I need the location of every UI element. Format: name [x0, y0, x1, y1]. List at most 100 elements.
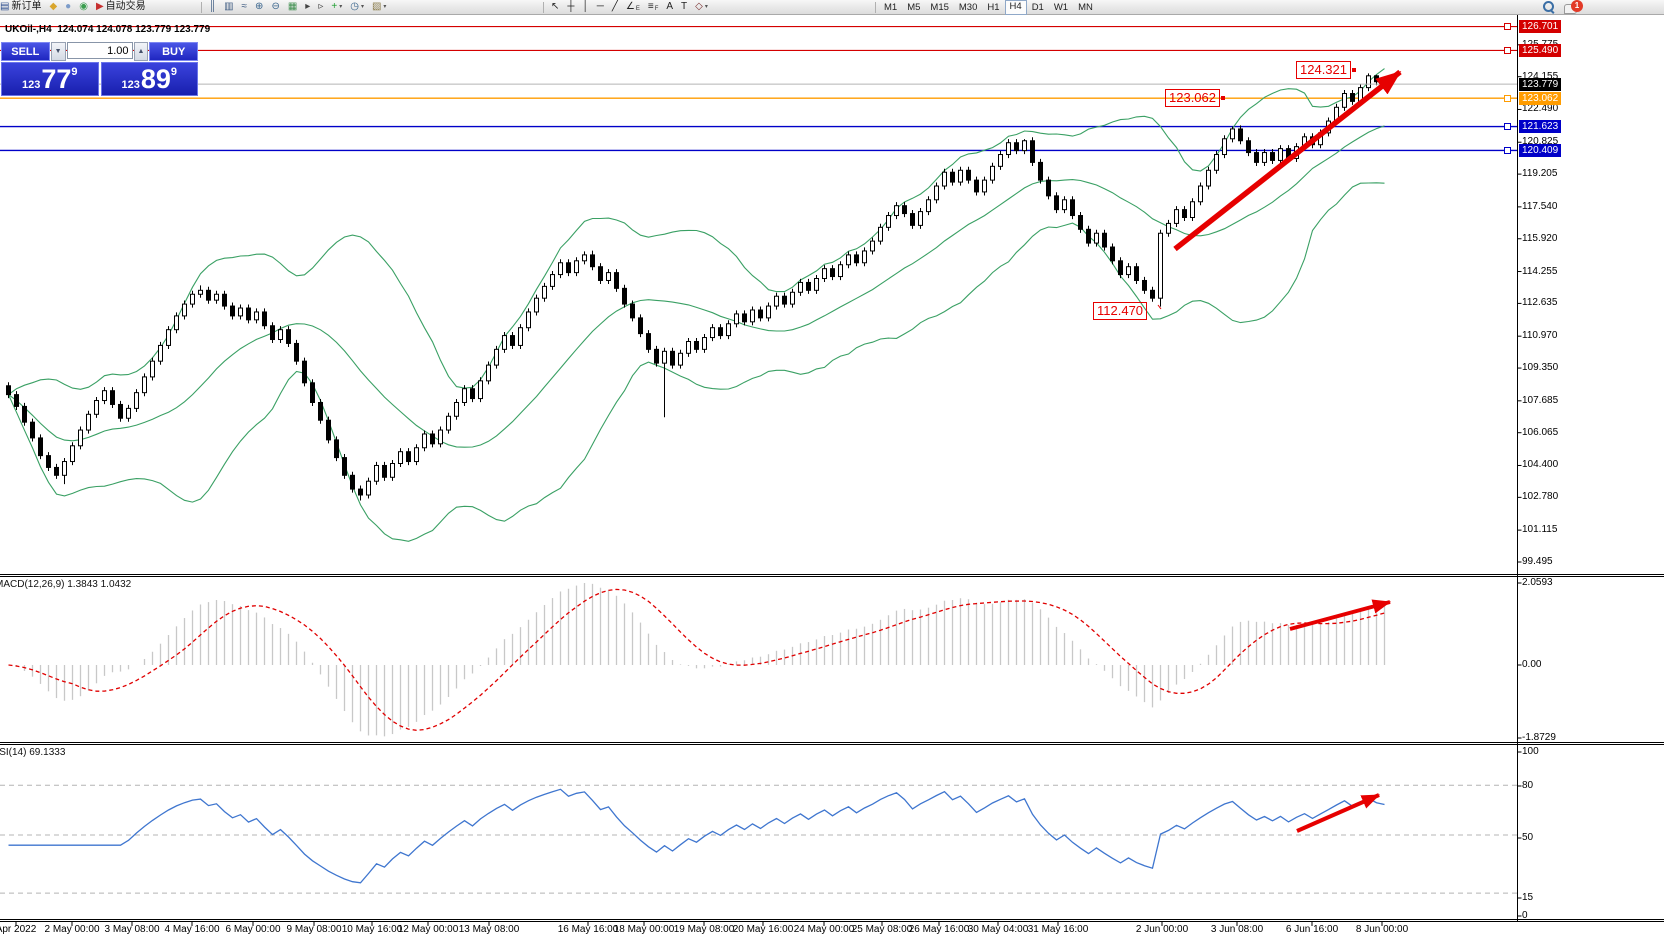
candles-chart-icon: ▥ [224, 1, 234, 12]
tile-windows-icon: ▦ [287, 1, 298, 12]
text-icon[interactable]: A [662, 0, 677, 14]
new-order-button: ▤ [0, 1, 10, 12]
new-order-button-label: 新订单 [11, 1, 42, 12]
chart-shift-icon[interactable]: ▹ [314, 0, 327, 14]
arrows-icon-dropdown[interactable]: ▾ [704, 4, 708, 10]
timeframe-button-MN[interactable]: MN [1078, 1, 1093, 13]
indicators-icon-dropdown[interactable]: ▾ [339, 4, 343, 10]
toolbar: ▤ 新订单 ◆ ● ◉ ▶ 自动交易 ║ ▥ ≈ ⊕ ⊖ ▦ ▸ ▹ + ▾ ◷ ▾ ▧ ▾ ↖ ┼ │ ─ ╱ ∠ E ≡ F A T ◇ ▾ M… [0, 0, 1664, 15]
indicators-icon[interactable]: + ▾ [327, 0, 346, 14]
chart-title: UKOil-,H4 124.074 124.078 123.779 123.77… [5, 24, 211, 35]
line-chart-icon: ≈ [241, 1, 248, 12]
charts-icon[interactable]: ◆ [45, 0, 61, 14]
horizontal-line-icon[interactable]: ─ [593, 0, 608, 14]
chart-shift-icon: ▹ [318, 1, 324, 12]
periods-icon-dropdown[interactable]: ▾ [360, 4, 364, 10]
periods-icon: ◷ [350, 1, 359, 12]
templates-icon-dropdown[interactable]: ▾ [383, 4, 387, 10]
crosshair-icon[interactable]: ┼ [563, 0, 578, 14]
magnifier-handle [1549, 9, 1555, 14]
ask-integer: 123 [121, 79, 140, 91]
bars-chart-icon[interactable]: ║ [205, 0, 220, 14]
crosshair-icon: ┼ [567, 1, 575, 12]
text-icon: A [666, 1, 674, 12]
equidistant-channel-icon[interactable]: ∠ E [622, 0, 644, 14]
sell-price-box[interactable]: 123 77 9 [1, 62, 99, 96]
timeframe-button-D1[interactable]: D1 [1031, 1, 1044, 13]
cursor-icon: ↖ [551, 1, 560, 12]
sell-button[interactable]: SELL [1, 42, 50, 61]
zoom-out-icon: ⊖ [271, 1, 280, 12]
vertical-line-icon[interactable]: │ [578, 0, 592, 14]
timeframe-button-M1[interactable]: M1 [884, 1, 898, 13]
notification-badge: 1 [1571, 0, 1583, 12]
line-chart-icon[interactable]: ≈ [238, 0, 252, 14]
toolbar-separator [875, 1, 876, 13]
buy-price-box[interactable]: 123 89 9 [100, 62, 198, 96]
search-icon[interactable] [1543, 1, 1555, 14]
horizontal-line-icon: ─ [596, 1, 604, 12]
notification-icon[interactable]: 1 [1564, 0, 1584, 14]
indicators-icon: + [331, 1, 338, 12]
volume-input[interactable] [66, 42, 133, 59]
tile-windows-icon[interactable]: ▦ [284, 0, 301, 14]
equidistant-channel-icon: ∠ [625, 1, 635, 12]
timeframe-button-H4[interactable]: H4 [1004, 0, 1027, 15]
autotrading-button-label: 自动交易 [105, 1, 146, 12]
text-label-icon[interactable]: T [677, 0, 691, 14]
macd-label: MACD(12,26,9) 1.3843 1.0432 [0, 579, 132, 590]
auto-scroll-icon[interactable]: ▸ [301, 0, 314, 14]
ask-point: 9 [170, 66, 178, 78]
zoom-in-icon[interactable]: ⊕ [251, 0, 267, 14]
autotrading-button[interactable]: ▶ 自动交易 [92, 0, 150, 14]
fibonacci-icon-sub: F [654, 6, 659, 12]
periods-icon[interactable]: ◷ ▾ [346, 0, 368, 14]
trendline-icon: ╱ [611, 1, 618, 12]
toolbar-group-timeframes: M1 M5 M15 M30 H1 H4 D1 W1 MN [872, 0, 1098, 15]
buy-button[interactable]: BUY [149, 42, 198, 61]
templates-icon: ▧ [371, 1, 382, 12]
auto-scroll-icon: ▸ [305, 1, 311, 12]
new-order-button[interactable]: ▤ 新订单 [0, 0, 45, 14]
arrows-icon: ◇ [695, 1, 703, 12]
zoom-out-icon[interactable]: ⊖ [267, 0, 283, 14]
market-watch-icon: ● [65, 1, 72, 12]
market-watch-icon[interactable]: ● [61, 0, 75, 14]
toolbar-separator [201, 1, 202, 13]
volume-decrease-button[interactable]: ▼ [50, 42, 66, 61]
charts-icon: ◆ [49, 1, 58, 12]
timeframe-button-H1[interactable]: H1 [987, 1, 1000, 13]
timeframe-button-W1[interactable]: W1 [1053, 1, 1069, 13]
bars-chart-icon: ║ [209, 1, 217, 12]
vertical-line-icon: │ [582, 1, 589, 12]
ask-pips: 89 [140, 64, 171, 94]
toolbar-group-standard: ▤ 新订单 ◆ ● ◉ ▶ 自动交易 [0, 0, 150, 14]
signals-icon: ◉ [79, 1, 88, 12]
toolbar-group-line-studies: ↖ ┼ │ ─ ╱ ∠ E ≡ F A T ◇ ▾ [540, 0, 712, 14]
toolbar-group-chart-controls: ║ ▥ ≈ ⊕ ⊖ ▦ ▸ ▹ + ▾ ◷ ▾ ▧ ▾ [198, 0, 390, 14]
timeframe-button-M30[interactable]: M30 [958, 1, 978, 13]
toolbar-right-icons: 1 [1543, 0, 1584, 14]
bid-pips: 77 [41, 64, 72, 94]
one-click-top-row: SELL ▼ ▲ BUY [1, 42, 198, 61]
candles-chart-icon[interactable]: ▥ [220, 0, 237, 14]
signals-icon[interactable]: ◉ [75, 0, 92, 14]
magnifier-glass [1543, 1, 1554, 12]
toolbar-separator [543, 1, 544, 13]
timeframe-button-M15[interactable]: M15 [930, 1, 949, 13]
timeframe-button-M5[interactable]: M5 [907, 1, 921, 13]
templates-icon[interactable]: ▧ ▾ [368, 0, 390, 14]
cursor-icon[interactable]: ↖ [547, 0, 563, 14]
autotrading-button: ▶ [95, 1, 104, 12]
volume-increase-button[interactable]: ▲ [133, 42, 149, 61]
equidistant-channel-icon-sub: E [635, 6, 640, 12]
fibonacci-icon[interactable]: ≡ F [644, 0, 663, 14]
text-label-icon: T [681, 1, 688, 12]
trendline-icon[interactable]: ╱ [608, 0, 622, 14]
rsi-label: RSI(14) 69.1333 [0, 747, 66, 758]
zoom-in-icon: ⊕ [255, 1, 264, 12]
arrows-icon[interactable]: ◇ ▾ [691, 0, 712, 14]
fibonacci-icon: ≡ [647, 1, 654, 12]
